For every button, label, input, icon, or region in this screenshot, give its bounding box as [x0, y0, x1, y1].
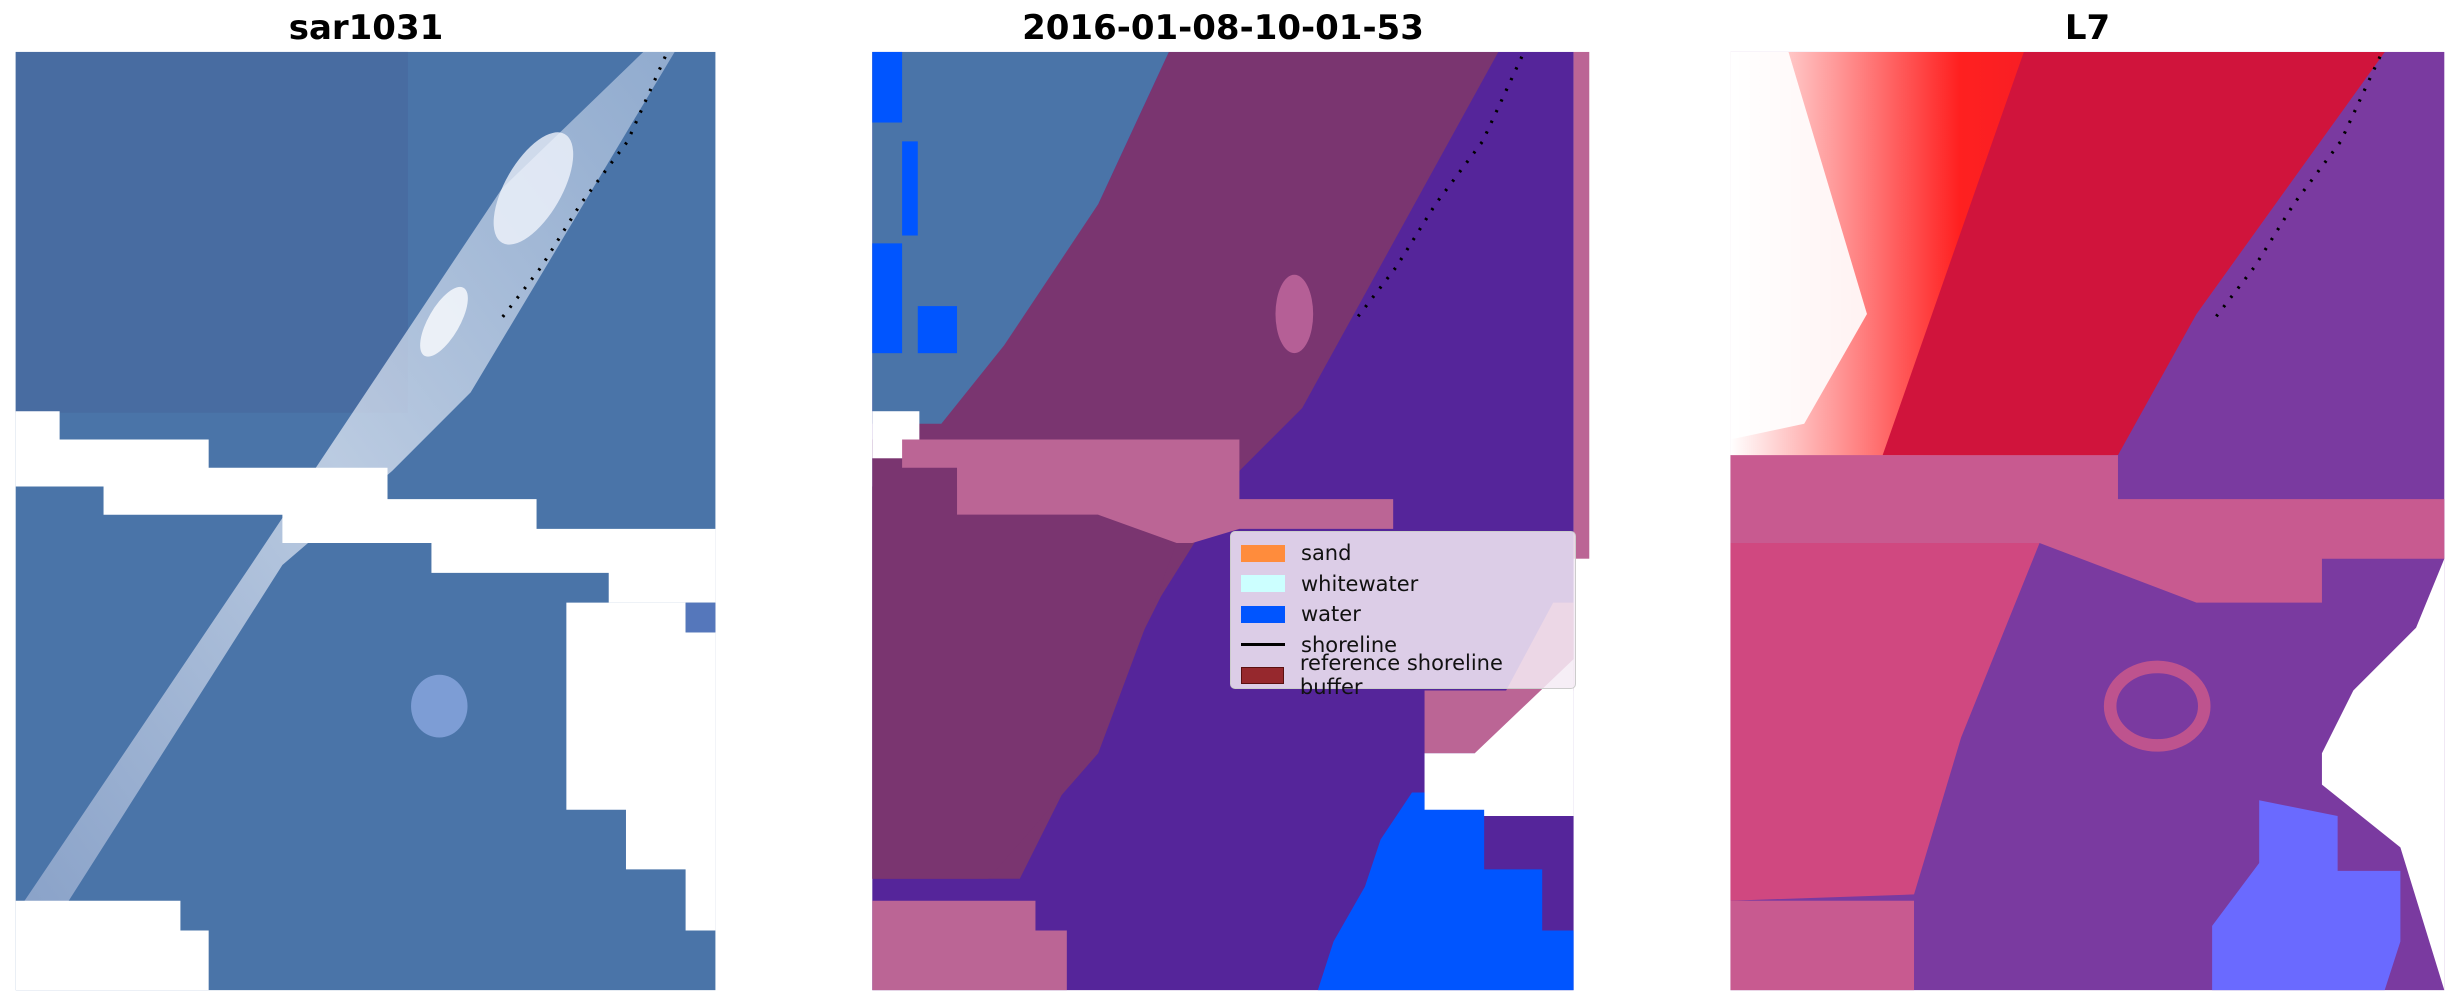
shoreline-swatch — [1241, 643, 1285, 647]
buffer-swatch — [1241, 666, 1284, 684]
legend-item-sand: sand — [1241, 538, 1565, 569]
legend-item-whitewater: whitewater — [1241, 569, 1565, 600]
legend-item-water: water — [1241, 599, 1565, 630]
classified-image-panel — [872, 51, 1590, 991]
legend-item-shoreline: shoreline — [1241, 630, 1565, 661]
index-image-panel — [1730, 51, 2445, 991]
panel-title-classified: 2016-01-08-10-01-53 — [1022, 8, 1424, 48]
rgb-image-panel — [15, 51, 716, 991]
legend: sand whitewater water shoreline referenc… — [1230, 531, 1576, 699]
sand-swatch — [1241, 544, 1285, 562]
legend-item-buffer: reference shoreline buffer — [1241, 651, 1565, 699]
legend-label: shoreline — [1301, 632, 1398, 657]
legend-label: sand — [1301, 541, 1352, 566]
water-swatch — [1241, 605, 1285, 623]
legend-label: whitewater — [1301, 571, 1419, 596]
panel-title-rgb: sar1031 — [288, 8, 444, 48]
whitewater-swatch — [1241, 575, 1285, 593]
legend-label: water — [1301, 602, 1361, 627]
panel-title-index: L7 — [2064, 8, 2111, 48]
legend-label: reference shoreline buffer — [1299, 651, 1503, 700]
